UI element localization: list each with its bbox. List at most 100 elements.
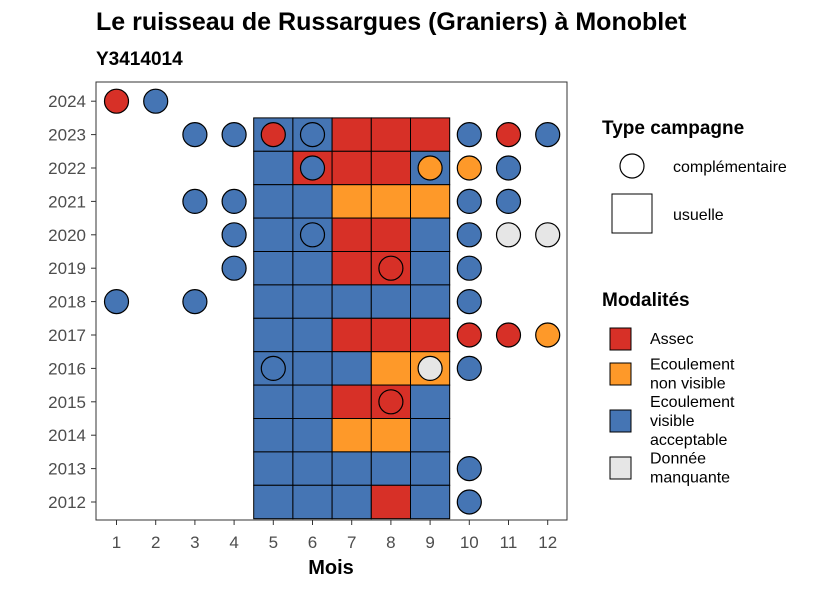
legend-title-modalites: Modalités: [602, 290, 690, 311]
tile-2018-5: [253, 284, 294, 319]
legend-label-modalite-2-1: visible: [650, 413, 695, 430]
point-2022-10: [456, 155, 482, 181]
y-tick-label-2021: 2021: [48, 192, 86, 211]
tile-2012-7: [331, 484, 372, 520]
y-tick-label-2012: 2012: [48, 493, 86, 512]
legend-label-modalite-1-1: non visible: [650, 376, 726, 393]
legend: Type campagne complémentaire usuelle Modali…: [602, 118, 787, 487]
y-tick-label-2018: 2018: [48, 293, 86, 312]
tile-2012-8: [370, 484, 411, 520]
point-2021-10: [456, 188, 482, 214]
point-2018-1: [103, 289, 130, 315]
usuelle-layer: [253, 117, 451, 520]
y-tick-label-2019: 2019: [48, 259, 86, 278]
y-tick-label-2017: 2017: [48, 326, 86, 345]
legend-label-modalite-3-0: Donnée: [650, 451, 706, 468]
legend-label-complementaire: complémentaire: [673, 159, 787, 176]
x-tick-label-2: 2: [151, 533, 160, 552]
tile-2021-5: [253, 184, 294, 219]
tile-2016-8: [370, 351, 411, 386]
legend-label-modalite-1-0: Ecoulement: [650, 357, 735, 374]
tile-2016-7: [331, 351, 372, 386]
tile-2017-7: [331, 317, 372, 353]
point-2023-6: [299, 122, 326, 148]
tile-2013-8: [370, 451, 411, 486]
tile-2016-6: [292, 351, 333, 386]
y-tick-label-2016: 2016: [48, 359, 86, 378]
point-2012-10: [456, 489, 482, 515]
tile-2014-9: [410, 418, 451, 453]
tile-2017-9: [410, 317, 451, 353]
tile-2020-8: [370, 217, 411, 253]
point-2023-12: [535, 122, 561, 148]
point-2018-3: [182, 289, 208, 315]
x-tick-label-11: 11: [500, 533, 518, 552]
point-2024-2: [143, 88, 169, 114]
x-tick-label-7: 7: [347, 533, 356, 552]
legend-label-modalite-2-2: acceptable: [650, 432, 727, 449]
tile-2012-6: [292, 484, 333, 520]
point-2016-9: [417, 355, 443, 381]
point-2017-10: [456, 322, 482, 348]
tile-2022-8: [370, 150, 411, 186]
x-tick-label-9: 9: [425, 533, 434, 552]
point-2021-11: [495, 188, 522, 214]
tile-2018-9: [410, 284, 451, 319]
point-2023-10: [456, 122, 482, 148]
tile-2013-7: [331, 451, 372, 486]
point-2023-4: [221, 122, 247, 148]
tile-2023-8: [370, 117, 411, 152]
legend-key-modalite-2: [609, 409, 632, 433]
x-tick-label-8: 8: [386, 533, 395, 552]
y-tick-label-2015: 2015: [48, 393, 86, 412]
tile-2015-6: [292, 384, 333, 420]
chart-subtitle: Y3414014: [96, 49, 183, 70]
point-2023-5: [260, 122, 286, 148]
y-tick-label-2014: 2014: [48, 426, 86, 445]
point-2015-8: [378, 389, 404, 415]
y-axis: 2012 2013 2014 2015 2016 2017 2018 2019 2020 2021…: [48, 92, 96, 512]
point-2013-10: [456, 456, 482, 482]
point-2018-10: [456, 289, 482, 315]
tile-2015-7: [331, 384, 372, 420]
tile-2021-9: [410, 184, 451, 219]
point-2022-9: [417, 155, 443, 181]
point-2019-8: [378, 255, 404, 281]
point-2020-11: [495, 222, 522, 248]
tile-2020-7: [331, 217, 372, 253]
point-2022-6: [299, 155, 326, 181]
x-tick-label-10: 10: [460, 533, 479, 552]
tile-2014-5: [253, 418, 294, 453]
legend-label-modalite-3-1: manquante: [650, 470, 730, 487]
point-2016-10: [456, 355, 482, 381]
tile-2012-9: [410, 484, 451, 520]
legend-key-modalite-0: [609, 327, 632, 351]
tile-2020-9: [410, 217, 451, 253]
point-2020-10: [456, 222, 482, 248]
tile-2021-7: [331, 184, 372, 219]
point-2023-3: [182, 122, 208, 148]
complementaire-layer: [103, 88, 561, 515]
tile-2019-9: [410, 251, 451, 286]
tile-2013-6: [292, 451, 333, 486]
tile-2018-8: [370, 284, 411, 319]
x-tick-label-3: 3: [190, 533, 199, 552]
legend-key-usuelle: [611, 193, 653, 234]
point-2022-11: [495, 155, 522, 181]
legend-key-modalite-1: [609, 362, 632, 386]
y-tick-label-2020: 2020: [48, 226, 86, 245]
x-tick-label-6: 6: [308, 533, 317, 552]
point-2021-4: [221, 188, 247, 214]
tile-2019-5: [253, 251, 294, 286]
legend-key-complementaire: [619, 153, 645, 179]
point-2024-1: [103, 88, 130, 114]
tile-2014-6: [292, 418, 333, 453]
tile-2023-7: [331, 117, 372, 152]
point-2016-5: [260, 355, 286, 381]
tile-2023-9: [410, 117, 451, 152]
tile-2019-6: [292, 251, 333, 286]
x-tick-label-4: 4: [229, 533, 238, 552]
legend-title-type: Type campagne: [602, 118, 744, 139]
tile-2021-6: [292, 184, 333, 219]
